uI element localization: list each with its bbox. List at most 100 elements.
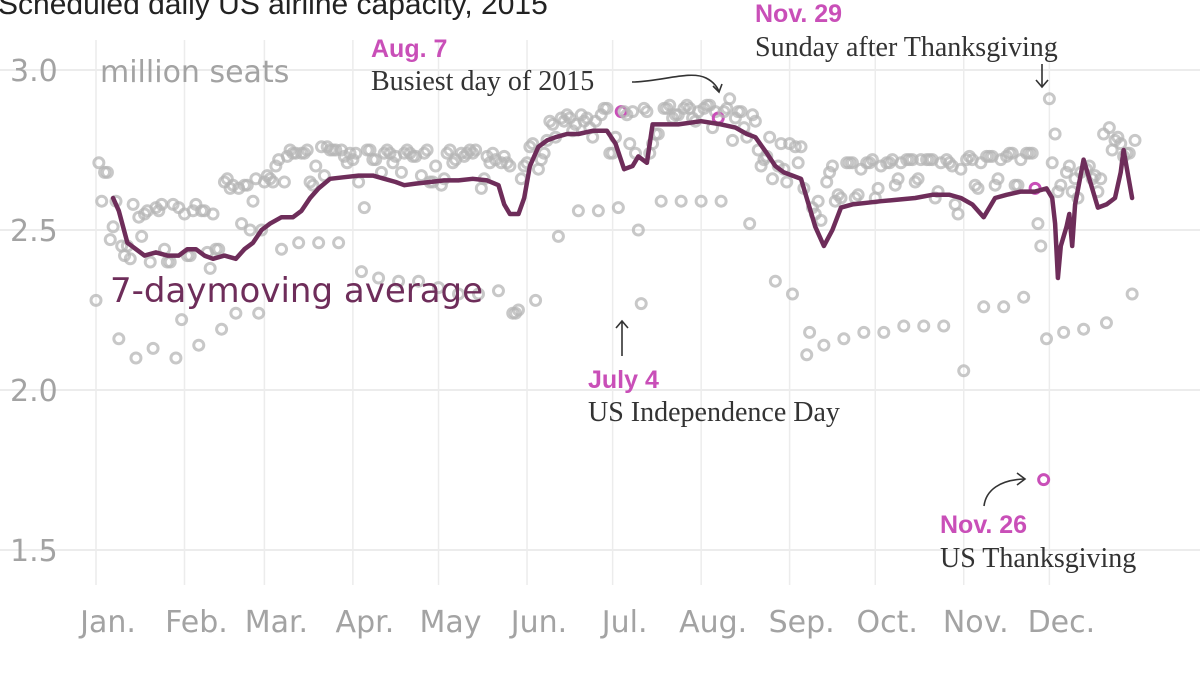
capacity-point <box>312 236 326 250</box>
capacity-point <box>491 284 505 298</box>
capacity-point <box>626 105 640 119</box>
capacity-point <box>748 114 762 128</box>
capacity-point <box>957 364 971 378</box>
daily-capacity-points <box>89 92 1142 487</box>
annotation-aug7-head: Aug. 7 <box>371 35 447 63</box>
capacity-point <box>811 194 825 208</box>
capacity-point <box>369 153 383 167</box>
capacity-point <box>206 207 220 221</box>
annotation-nov26-arrowhead <box>1016 472 1027 486</box>
capacity-point <box>1048 127 1062 141</box>
capacity-point <box>788 140 802 154</box>
capacity-point <box>152 204 166 218</box>
capacity-point <box>95 194 109 208</box>
capacity-point <box>126 197 140 211</box>
capacity-point <box>486 146 500 160</box>
chart-title: Scheduled daily US airline capacity, 201… <box>0 0 548 21</box>
moving-average-layer <box>110 118 1135 281</box>
capacity-point <box>1034 239 1048 253</box>
capacity-point <box>306 178 320 192</box>
capacity-point <box>420 143 434 157</box>
capacity-point <box>917 319 931 333</box>
capacity-point <box>857 325 871 339</box>
capacity-point <box>146 341 160 355</box>
capacity-point <box>997 300 1011 314</box>
capacity-point <box>443 143 457 157</box>
capacity-point <box>971 181 985 195</box>
capacity-point <box>823 165 837 179</box>
x-tick-label-4: May <box>420 605 482 640</box>
capacity-point <box>1031 217 1045 231</box>
x-tick-label-5: Jun. <box>509 605 567 640</box>
capacity-point <box>694 194 708 208</box>
capacity-point <box>954 162 968 176</box>
capacity-point <box>412 274 426 288</box>
capacity-point <box>343 146 357 160</box>
capacity-point <box>346 153 360 167</box>
highlighted-point <box>1037 473 1051 487</box>
x-tick-label-10: Nov. <box>943 605 1009 640</box>
capacity-point <box>277 175 291 189</box>
capacity-point <box>663 98 677 112</box>
capacity-point <box>529 293 543 307</box>
capacity-point <box>803 325 817 339</box>
capacity-point <box>546 117 560 131</box>
capacity-point <box>511 303 525 317</box>
capacity-point <box>1102 121 1116 135</box>
annotation-nov29-head: Nov. 29 <box>755 0 842 28</box>
capacity-point <box>1025 146 1039 160</box>
capacity-point <box>392 274 406 288</box>
capacity-point <box>631 223 645 237</box>
capacity-point <box>991 172 1005 186</box>
annotation-nov26-head: Nov. 26 <box>940 511 1027 539</box>
capacity-point <box>763 130 777 144</box>
capacity-point <box>275 242 289 256</box>
capacity-point <box>349 146 363 160</box>
capacity-point <box>888 178 902 192</box>
capacity-point <box>252 306 266 320</box>
capacity-point <box>471 287 485 301</box>
annotation-nov26-text: US Thanksgiving <box>940 543 1136 574</box>
capacity-point <box>591 204 605 218</box>
capacity-point <box>837 332 851 346</box>
capacity-point <box>640 105 654 119</box>
capacity-point <box>571 204 585 218</box>
capacity-point <box>851 188 865 202</box>
capacity-point <box>432 281 446 295</box>
capacity-point <box>723 92 737 106</box>
capacity-point <box>537 146 551 160</box>
capacity-point <box>865 153 879 167</box>
capacity-point <box>329 143 343 157</box>
capacity-point <box>634 297 648 311</box>
capacity-point <box>534 153 548 167</box>
x-axis-ticks: Jan. Feb. Mar. Apr. May Jun. Jul. Aug. Sep. Oct. N… <box>78 605 1095 640</box>
y-axis-ticks: 3.0 2.5 2.0 1.5 <box>10 54 58 569</box>
capacity-point <box>911 172 925 186</box>
capacity-point <box>103 233 117 247</box>
capacity-point <box>497 149 511 163</box>
capacity-point <box>1094 172 1108 186</box>
capacity-point <box>780 175 794 189</box>
annotation-nov29-arrow <box>1035 64 1049 89</box>
capacity-point <box>951 207 965 221</box>
annotation-nov26-arrow <box>983 478 1025 507</box>
capacity-point <box>551 229 565 243</box>
x-tick-label-9: Oct. <box>857 605 918 640</box>
capacity-point <box>1125 287 1139 301</box>
capacity-point <box>754 159 768 173</box>
y-unit-label: million seats <box>100 55 289 90</box>
capacity-point <box>1057 325 1071 339</box>
capacity-point <box>169 351 183 365</box>
capacity-point <box>743 217 757 231</box>
x-tick-label-7: Aug. <box>679 605 747 640</box>
capacity-point <box>386 156 400 170</box>
capacity-point <box>309 159 323 173</box>
capacity-point <box>897 319 911 333</box>
x-tick-label-8: Sep. <box>769 605 835 640</box>
x-tick-label-6: Jul. <box>600 605 648 640</box>
capacity-point <box>714 194 728 208</box>
x-tick-label-11: Dec. <box>1028 605 1096 640</box>
x-tick-label-0: Jan. <box>78 605 136 640</box>
capacity-point <box>794 140 808 154</box>
annotations: Aug. 7 Busiest day of 2015 Nov. 29 Sunda… <box>371 0 1136 574</box>
